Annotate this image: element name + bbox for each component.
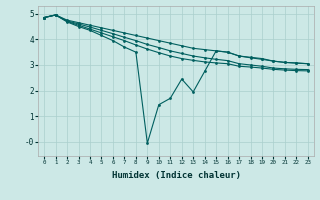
X-axis label: Humidex (Indice chaleur): Humidex (Indice chaleur) [111,171,241,180]
